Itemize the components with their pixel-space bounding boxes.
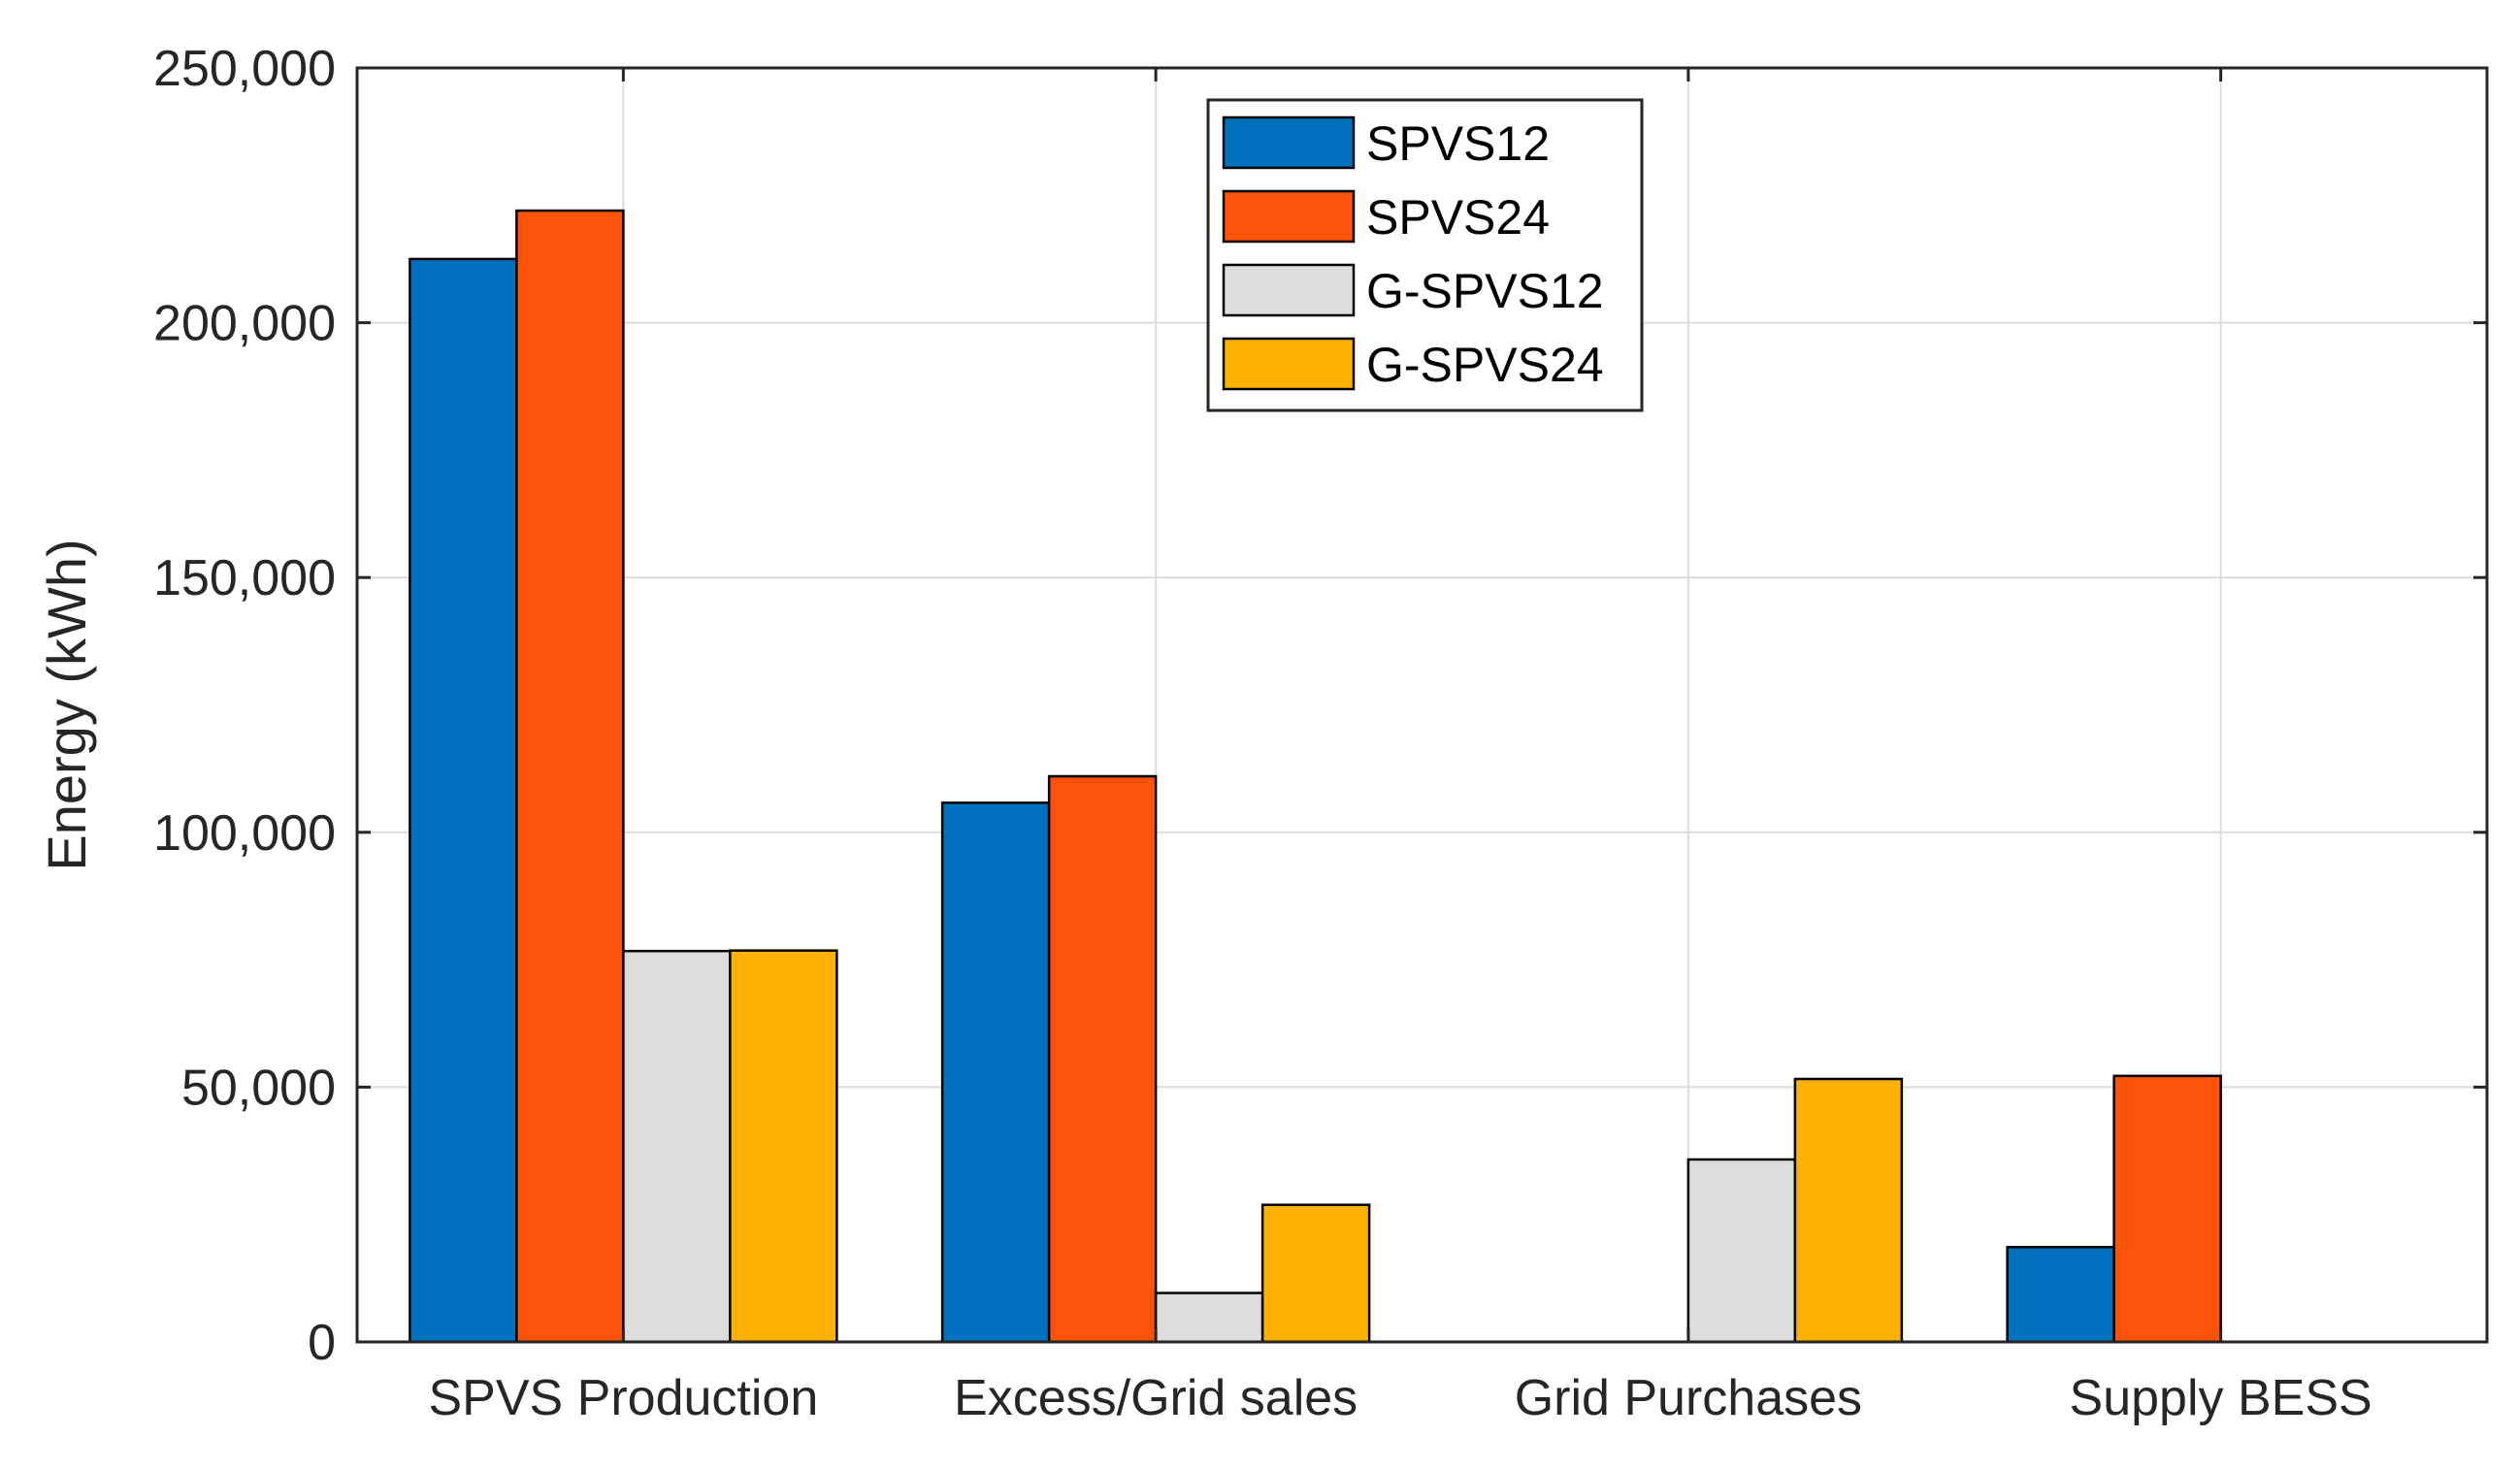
x-tick-label: Grid Purchases — [1515, 1370, 1862, 1426]
bar-spvs24-excess-grid-sales — [1047, 774, 1158, 1344]
bar-g-spvs24-grid-purchases — [1793, 1077, 1904, 1344]
x-tick-labels: SPVS Production Excess/Grid sales Grid Pur… — [428, 1370, 2372, 1426]
bar-spvs12-spvs-production — [409, 257, 518, 1344]
y-tick-label: 0 — [308, 1315, 336, 1371]
y-tick-labels: 0 50,000 100,000 150,000 200,000 250,000 — [153, 41, 336, 1371]
legend-label: SPVS12 — [1366, 116, 1550, 171]
legend-label: G-SPVS24 — [1366, 338, 1604, 392]
y-tick-label: 100,000 — [153, 805, 336, 862]
plot-area-frame — [355, 66, 2489, 1344]
bar-spvs12-excess-grid-sales — [940, 801, 1051, 1344]
bar-spvs24-spvs-production — [515, 209, 625, 1344]
bar-spvs12-supply-bess — [2006, 1246, 2115, 1344]
legend-label: SPVS24 — [1366, 190, 1550, 245]
legend-swatch — [1222, 115, 1356, 170]
y-tick-label: 200,000 — [153, 296, 336, 352]
bar-g-spvs24-excess-grid-sales — [1260, 1203, 1371, 1344]
x-tick-label: Supply BESS — [2070, 1370, 2373, 1426]
bar-g-spvs12-grid-purchases — [1686, 1158, 1797, 1344]
legend-swatch — [1222, 263, 1356, 317]
y-tick-label: 50,000 — [181, 1060, 336, 1116]
y-tick-label: 250,000 — [153, 41, 336, 97]
legend-swatch — [1222, 337, 1356, 391]
legend-swatch — [1222, 189, 1356, 244]
y-tick-label: 150,000 — [153, 550, 336, 606]
y-axis-label: Energy (kWh) — [36, 539, 97, 870]
tick-marks — [357, 66, 2487, 1344]
bar-g-spvs12-excess-grid-sales — [1154, 1291, 1264, 1344]
x-tick-label: Excess/Grid sales — [954, 1370, 1358, 1426]
bar-spvs24-supply-bess — [2112, 1074, 2222, 1344]
bar-g-spvs24-spvs-production — [729, 949, 838, 1344]
bar-g-spvs12-spvs-production — [622, 949, 732, 1344]
legend-label: G-SPVS12 — [1366, 264, 1604, 318]
bars — [409, 209, 2222, 1344]
x-tick-label: SPVS Production — [428, 1370, 818, 1426]
legend: SPVS12 SPVS24 G-SPVS12 G-SPVS24 — [1206, 98, 1644, 412]
